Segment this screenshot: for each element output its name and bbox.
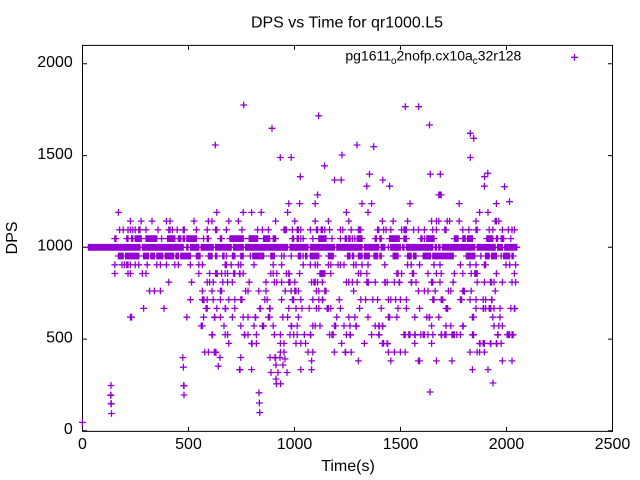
svg-text:1000: 1000 [37,238,73,255]
svg-text:500: 500 [46,330,73,347]
svg-text:DPS: DPS [4,221,21,254]
svg-text:Time(s): Time(s) [321,458,375,475]
svg-text:1500: 1500 [37,146,73,163]
svg-text:500: 500 [175,436,202,453]
svg-text:2000: 2000 [37,54,73,71]
svg-text:DPS vs Time for qr1000.L5: DPS vs Time for qr1000.L5 [251,14,443,31]
svg-text:1500: 1500 [383,436,419,453]
svg-text:pg1611o2nofp.cx10ac32r128: pg1611o2nofp.cx10ac32r128 [345,48,521,67]
svg-text:0: 0 [78,436,87,453]
svg-text:2000: 2000 [489,436,525,453]
svg-text:1000: 1000 [277,436,313,453]
svg-text:2500: 2500 [595,436,631,453]
svg-text:0: 0 [64,421,73,438]
